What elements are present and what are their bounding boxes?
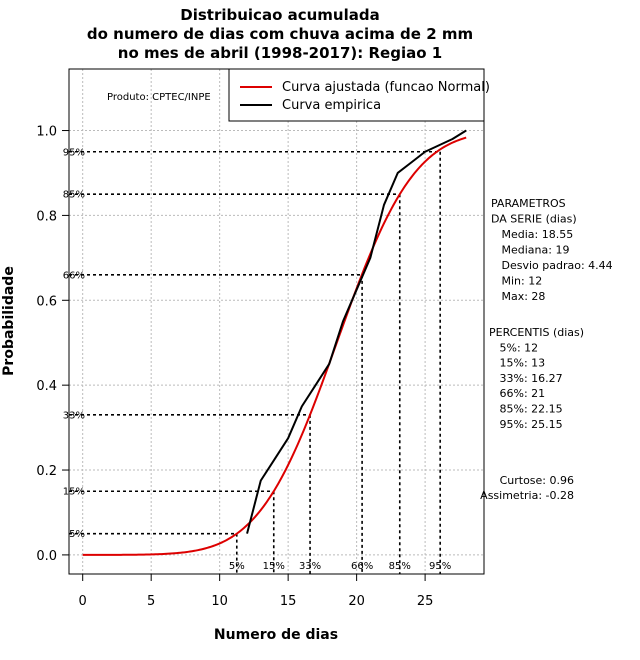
parameters-line: DA SERIE (dias) xyxy=(491,213,577,226)
y-tick-label: 0.0 xyxy=(36,549,57,564)
parameters-line: PARAMETROS xyxy=(491,197,566,210)
percentile-y-label: 85% xyxy=(63,190,85,201)
legend-label-empirical: Curva empirica xyxy=(282,98,381,113)
plot-frame xyxy=(68,68,485,575)
percentile-y-label: 33% xyxy=(63,410,85,421)
chart-title: Distribuicao acumulada do numero de dias… xyxy=(87,6,473,62)
x-axis-title: Numero de dias xyxy=(214,627,338,643)
percentis-block: PERCENTIS (dias) 5%: 12 15%: 13 33%: 16.… xyxy=(489,326,584,431)
percentile-y-label: 66% xyxy=(63,270,85,281)
parameters-line: Media: 18.55 xyxy=(491,228,573,241)
y-tick-label: 0.4 xyxy=(36,379,57,394)
series-line-empirical xyxy=(246,129,467,534)
parameters-line: Mediana: 19 xyxy=(491,244,569,257)
y-tick-label: 0.8 xyxy=(36,209,57,224)
percentis-line: 15%: 13 xyxy=(489,357,545,370)
x-tick-label: 5 xyxy=(147,594,155,609)
legend-label-fitted: Curva ajustada (funcao Normal) xyxy=(282,80,490,95)
percentile-y-label: 15% xyxy=(63,487,85,498)
x-tick-label: 0 xyxy=(79,594,87,609)
percentile-x-label: 66% xyxy=(351,561,373,572)
x-axis: 0 5 10 15 20 25 xyxy=(79,573,434,609)
y-axis-title: Probabilidade xyxy=(1,266,17,376)
percentile-y-label: 95% xyxy=(63,147,85,158)
parameters-line: Desvio padrao: 4.44 xyxy=(491,259,613,272)
series-lines xyxy=(82,129,467,556)
series-line-fitted xyxy=(82,136,467,556)
parameters-block: PARAMETROS DA SERIE (dias) Media: 18.55 M… xyxy=(491,197,613,303)
percentis-line: 95%: 25.15 xyxy=(489,418,563,431)
y-tick-label: 1.0 xyxy=(36,125,57,140)
percentile-x-label: 5% xyxy=(229,561,245,572)
title-line-1: Distribuicao acumulada xyxy=(180,6,379,24)
y-tick-label: 0.6 xyxy=(36,294,57,309)
percentile-lines xyxy=(69,150,441,574)
y-tick-label: 0.2 xyxy=(36,464,57,479)
y-axis: 0.0 0.2 0.4 0.6 0.8 1.0 xyxy=(36,125,70,564)
percentis-line: 85%: 22.15 xyxy=(489,403,563,416)
legend: Curva ajustada (funcao Normal) Curva emp… xyxy=(228,68,490,122)
title-line-2: do numero de dias com chuva acima de 2 m… xyxy=(87,25,473,43)
x-tick-label: 10 xyxy=(211,594,228,609)
percentile-x-label: 33% xyxy=(299,561,321,572)
percentis-line: 66%: 21 xyxy=(489,387,545,400)
percentile-x-label: 95% xyxy=(429,561,451,572)
shape-block: Curtose: 0.96 Assimetria: -0.28 xyxy=(480,474,574,502)
source-label: Produto: CPTEC/INPE xyxy=(107,92,211,103)
x-tick-label: 15 xyxy=(280,594,297,609)
percentile-y-label: 5% xyxy=(69,529,85,540)
shape-line: Assimetria: -0.28 xyxy=(480,489,574,502)
shape-line: Curtose: 0.96 xyxy=(500,474,574,487)
legend-box xyxy=(228,68,485,122)
percentile-labels: 5% 5% 15% 15% 33% 33% 66% 66% 85% 85% 95% 95% xyxy=(63,147,452,572)
x-tick-label: 20 xyxy=(348,594,365,609)
percentile-x-label: 15% xyxy=(263,561,285,572)
x-tick-label: 25 xyxy=(417,594,434,609)
parameters-line: Max: 28 xyxy=(491,290,545,303)
percentis-line: 33%: 16.27 xyxy=(489,372,563,385)
percentis-line: 5%: 12 xyxy=(489,341,538,354)
title-line-3: no mes de abril (1998-2017): Regiao 1 xyxy=(118,44,442,62)
percentile-x-label: 85% xyxy=(389,561,411,572)
percentis-line: PERCENTIS (dias) xyxy=(489,326,584,339)
parameters-line: Min: 12 xyxy=(491,275,542,288)
grid-lines xyxy=(69,69,484,574)
